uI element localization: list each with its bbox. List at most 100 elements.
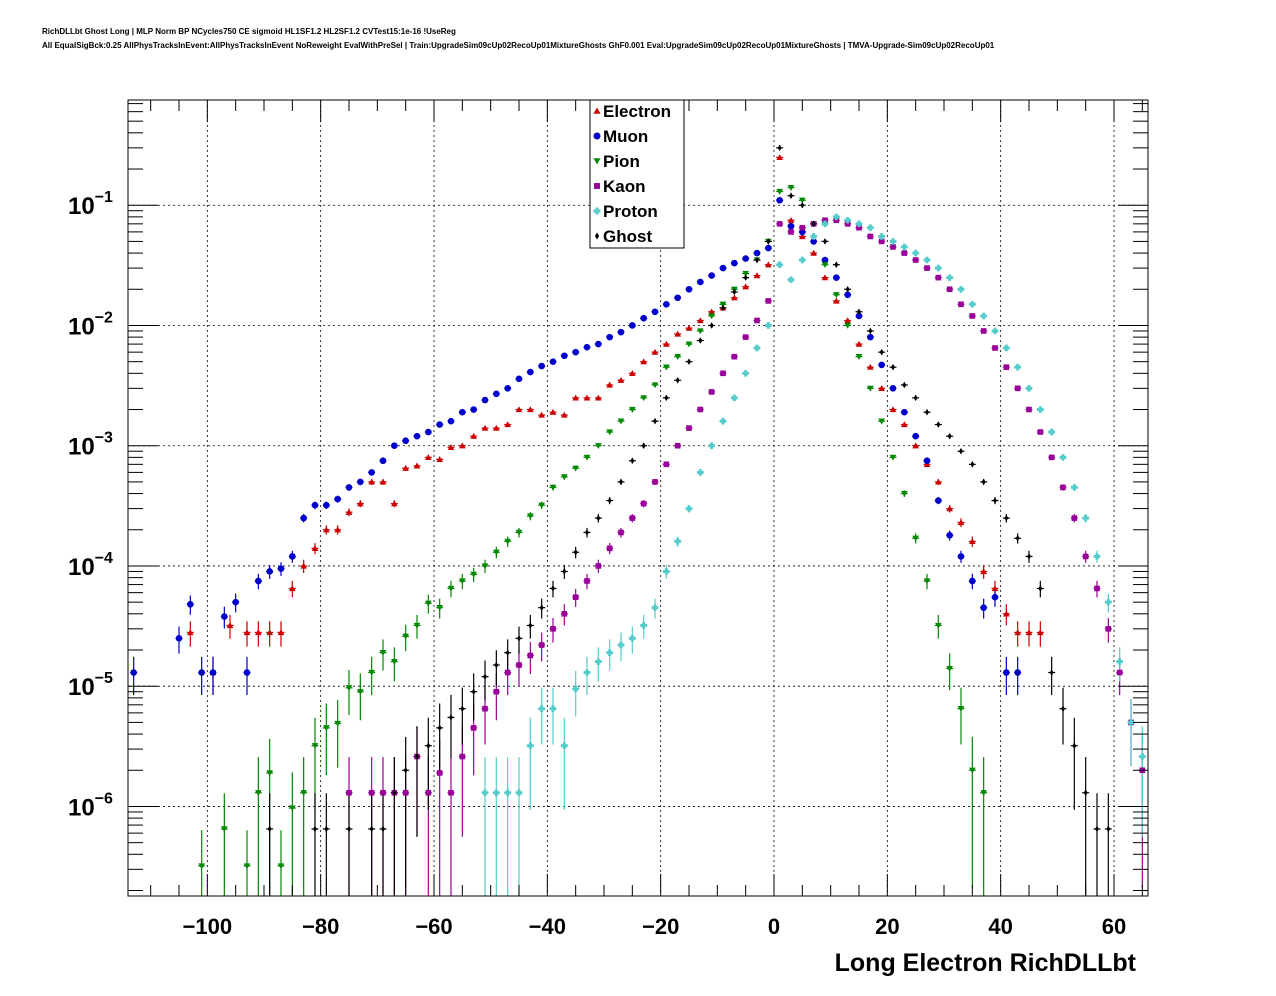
proton-point bbox=[606, 649, 613, 656]
muon-point bbox=[606, 333, 613, 341]
proton-point bbox=[1003, 344, 1010, 352]
ghost-point bbox=[823, 238, 827, 245]
electron-point bbox=[311, 545, 319, 552]
y-tick-label: 10−1 bbox=[68, 189, 113, 220]
kaon-point bbox=[912, 257, 919, 263]
pion-point bbox=[629, 406, 636, 413]
proton-point bbox=[878, 233, 885, 240]
pion-point bbox=[243, 863, 251, 870]
muon-point bbox=[232, 598, 239, 606]
pion-point bbox=[697, 328, 704, 335]
ghost-point bbox=[1038, 585, 1043, 592]
header-subtitle: All EqualSigBck:0.25 AllPhysTracksInEven… bbox=[42, 41, 995, 50]
ghost-point bbox=[936, 421, 941, 428]
electron-point bbox=[629, 370, 636, 376]
kaon-point bbox=[776, 221, 783, 227]
kaon-point bbox=[459, 753, 466, 760]
muon-point bbox=[368, 469, 375, 476]
muon-point bbox=[697, 278, 704, 286]
electron-point bbox=[844, 317, 851, 324]
y-tick-label: 10−6 bbox=[68, 790, 113, 821]
muon-point bbox=[742, 255, 749, 262]
proton-point bbox=[617, 641, 625, 649]
ghost-point bbox=[811, 220, 816, 228]
proton-point bbox=[787, 276, 795, 284]
pion-point bbox=[277, 863, 285, 870]
pion-point bbox=[980, 790, 987, 797]
ghost-point bbox=[709, 322, 714, 329]
ghost-point bbox=[619, 478, 623, 486]
pion-point bbox=[651, 382, 659, 389]
electron-point bbox=[527, 406, 534, 413]
electron-point bbox=[663, 340, 670, 347]
pion-point bbox=[459, 578, 466, 585]
electron-point bbox=[583, 394, 591, 401]
muon-point bbox=[685, 285, 693, 293]
electron-point bbox=[481, 424, 489, 431]
kaon-point bbox=[1037, 429, 1044, 435]
electron-point bbox=[549, 408, 557, 415]
muon-point bbox=[991, 593, 999, 601]
proton-point bbox=[776, 261, 783, 269]
proton-point bbox=[833, 213, 840, 221]
kaon-point bbox=[527, 652, 534, 659]
pion-point bbox=[323, 725, 330, 732]
pion-point bbox=[617, 418, 625, 425]
electron-point bbox=[810, 249, 817, 256]
electron-point bbox=[323, 526, 330, 533]
header-title: RichDLLbt Ghost Long | MLP Norm BP NCycl… bbox=[42, 27, 456, 36]
pion-point bbox=[595, 443, 602, 450]
pion-point bbox=[844, 322, 851, 329]
muon-point bbox=[379, 457, 387, 465]
muon-point bbox=[844, 291, 851, 299]
x-tick-label: −80 bbox=[302, 914, 339, 939]
ghost-point bbox=[743, 274, 748, 281]
muon-point bbox=[935, 497, 942, 504]
electron-point bbox=[617, 376, 625, 383]
electron-point bbox=[787, 216, 795, 223]
pion-point bbox=[425, 600, 432, 607]
kaon-point bbox=[629, 515, 636, 521]
muon-point bbox=[515, 375, 523, 383]
kaon-point bbox=[1026, 406, 1032, 413]
electron-point bbox=[731, 294, 738, 301]
muon-point bbox=[731, 259, 738, 267]
proton-point bbox=[493, 789, 500, 797]
muon-point bbox=[175, 635, 183, 642]
pion-point bbox=[221, 826, 228, 833]
kaon-point bbox=[640, 500, 647, 507]
electron-point bbox=[357, 500, 364, 507]
muon-point bbox=[561, 352, 568, 360]
kaon-point bbox=[1082, 553, 1089, 560]
muon-point bbox=[708, 272, 715, 279]
ghost-point bbox=[607, 497, 612, 504]
muon-point bbox=[583, 343, 591, 351]
muon-point bbox=[572, 348, 579, 356]
muon-point bbox=[311, 501, 319, 509]
electron-point bbox=[753, 272, 761, 279]
ghost-point bbox=[777, 144, 782, 152]
ghost-point bbox=[857, 308, 861, 316]
electron-point bbox=[821, 274, 829, 281]
electron-point bbox=[799, 233, 806, 240]
pion-point bbox=[821, 262, 829, 269]
ghost-point bbox=[494, 661, 499, 669]
proton-point bbox=[527, 742, 534, 750]
proton-point bbox=[901, 243, 908, 251]
kaon-point bbox=[992, 345, 998, 351]
proton-point bbox=[549, 705, 557, 713]
kaon-point bbox=[697, 406, 704, 413]
kaon-point bbox=[856, 224, 862, 231]
x-tick-label: −100 bbox=[183, 914, 233, 939]
proton-point bbox=[1082, 514, 1089, 522]
muon-point bbox=[323, 501, 330, 509]
kaon-point bbox=[1060, 484, 1066, 491]
pion-point bbox=[289, 805, 296, 812]
muon-point bbox=[719, 264, 727, 272]
ghost-point bbox=[483, 673, 487, 680]
pion-point bbox=[935, 622, 942, 629]
muon-point bbox=[187, 600, 194, 608]
proton-point bbox=[674, 538, 681, 545]
muon-point bbox=[753, 249, 761, 257]
proton-point bbox=[708, 442, 715, 450]
